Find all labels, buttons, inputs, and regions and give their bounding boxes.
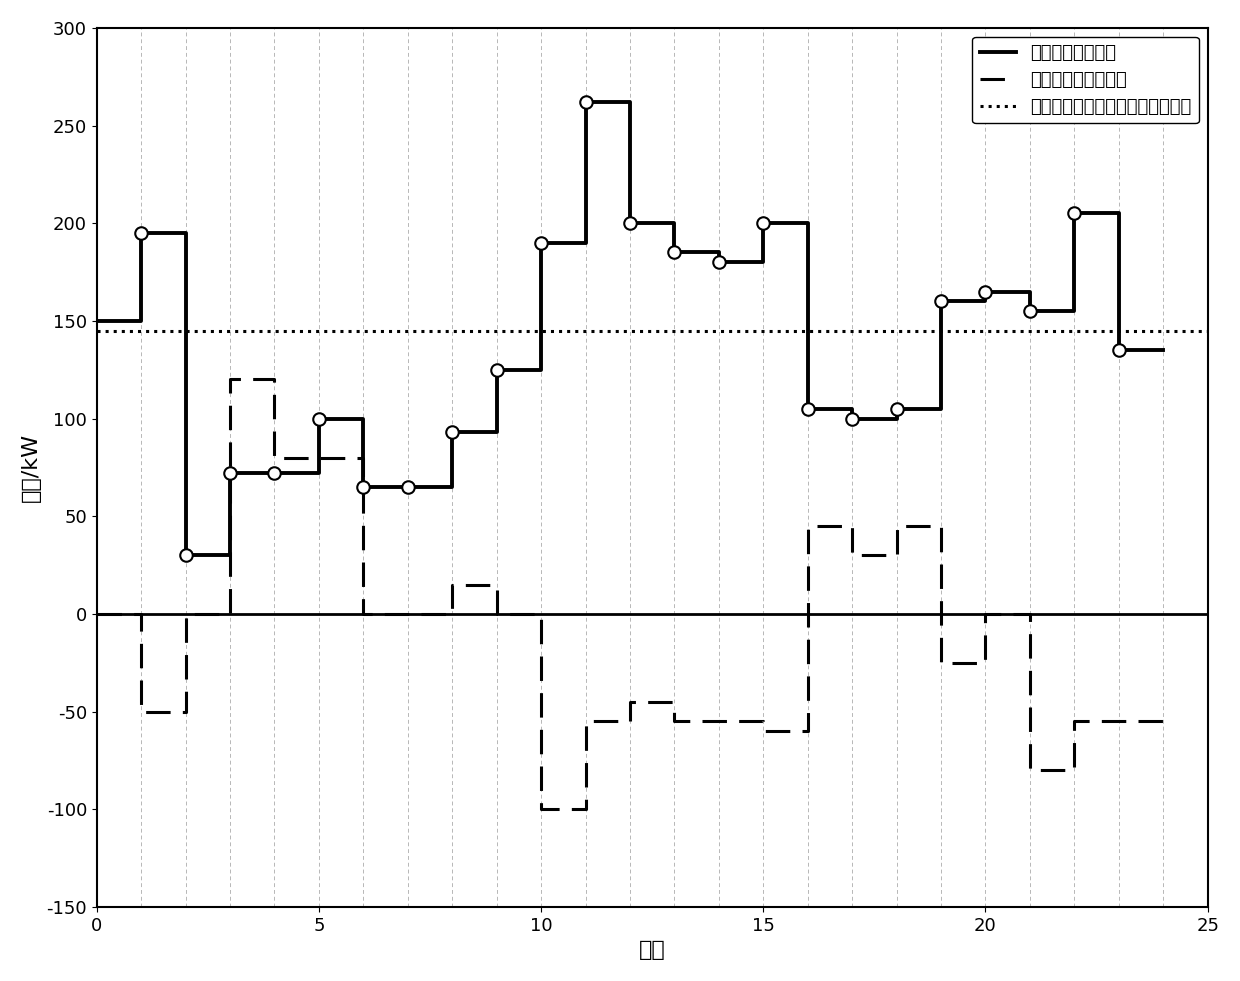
X-axis label: 时刻: 时刻 (639, 940, 666, 960)
Legend: 负荷功率的预测估, 储能系统的调度计划, 储能按照调度计划运行的日标功率: 负荷功率的预测估, 储能系统的调度计划, 储能按照调度计划运行的日标功率 (972, 37, 1199, 124)
Y-axis label: 功率/kW: 功率/kW (21, 433, 41, 502)
